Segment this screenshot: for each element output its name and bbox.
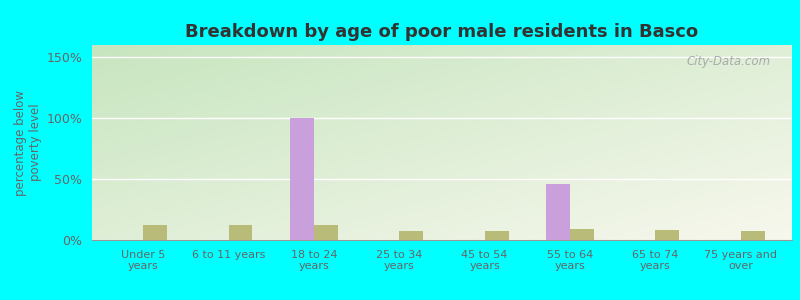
Bar — [143, 225, 167, 240]
Text: City-Data.com: City-Data.com — [687, 55, 771, 68]
Bar — [546, 184, 570, 240]
Title: Breakdown by age of poor male residents in Basco: Breakdown by age of poor male residents … — [186, 23, 698, 41]
Bar — [741, 232, 765, 240]
Bar — [229, 225, 253, 240]
Y-axis label: percentage below
poverty level: percentage below poverty level — [14, 89, 42, 196]
Bar — [655, 230, 679, 240]
Bar — [570, 229, 594, 240]
Bar — [485, 232, 509, 240]
Bar — [399, 232, 423, 240]
Bar — [290, 118, 314, 240]
Bar — [314, 225, 338, 240]
